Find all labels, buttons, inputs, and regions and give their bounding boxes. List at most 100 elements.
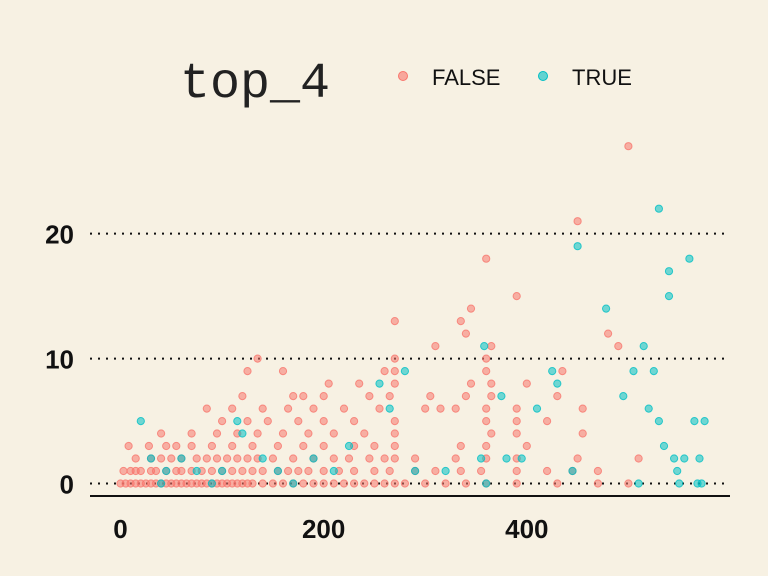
point-false-83 [593,466,603,476]
point-false-89 [192,454,201,463]
point-true-16 [375,379,384,388]
point-false-159 [451,404,460,413]
point-false-33 [319,479,328,488]
point-true-53 [700,417,709,426]
point-true-44 [670,454,679,463]
point-false-77 [431,466,440,476]
point-false-174 [355,379,364,388]
point-false-47 [553,479,562,488]
point-false-81 [543,466,552,476]
point-false-194 [456,317,465,326]
point-false-152 [258,404,267,413]
point-false-93 [233,454,242,463]
point-false-154 [309,404,318,413]
legend-key-true [538,71,548,81]
point-true-19 [411,466,420,476]
point-false-196 [512,292,521,301]
point-false-69 [294,466,303,476]
point-false-149 [543,417,552,426]
point-false-198 [573,217,582,226]
point-false-136 [390,429,399,438]
point-false-124 [456,441,465,451]
point-false-126 [522,441,531,451]
point-true-10 [258,454,267,463]
point-false-137 [487,429,496,438]
point-false-183 [482,367,491,376]
point-false-199 [624,142,633,151]
point-false-191 [461,329,470,338]
point-false-41 [400,479,409,488]
point-false-180 [278,367,288,376]
legend-key-false [398,71,408,81]
point-false-155 [339,404,349,413]
point-false-34 [329,479,338,488]
point-true-35 [634,479,643,488]
point-false-148 [512,417,521,426]
point-false-44 [461,479,470,488]
point-false-184 [558,367,567,376]
point-false-75 [385,466,394,476]
point-false-78 [456,466,465,476]
point-false-176 [466,379,476,388]
point-true-41 [659,441,669,451]
point-false-46 [512,479,521,488]
point-false-80 [512,466,521,476]
point-true-21 [477,454,486,463]
point-true-40 [654,204,664,213]
point-true-24 [497,392,506,401]
point-true-5 [192,466,201,476]
point-false-167 [365,392,374,401]
point-false-26 [248,479,257,488]
point-false-96 [268,454,277,463]
point-false-140 [218,417,227,426]
point-false-129 [212,429,222,438]
point-false-178 [522,379,531,388]
point-false-135 [360,429,369,438]
point-true-1 [146,454,156,463]
point-true-29 [553,379,562,388]
y-tick-20: 20 [45,220,74,250]
point-true-14 [329,466,338,476]
point-false-173 [324,379,333,388]
point-false-164 [289,392,298,401]
point-true-13 [309,454,318,463]
x-tick-400: 400 [505,514,548,544]
point-true-42 [664,267,674,276]
point-false-64 [238,466,247,476]
point-true-39 [654,417,664,426]
legend: top_4 FALSE TRUE [180,56,632,113]
point-false-119 [299,441,308,451]
point-false-61 [207,466,216,476]
point-true-6 [207,479,216,488]
point-true-47 [680,454,689,463]
grid-lines [90,232,730,485]
point-false-158 [436,404,445,413]
point-true-49 [690,417,699,426]
point-false-165 [299,392,308,401]
point-false-179 [243,367,252,376]
point-true-0 [136,417,145,426]
point-false-185 [253,354,262,363]
point-false-55 [151,466,161,476]
point-true-7 [218,466,227,476]
point-false-114 [187,441,196,451]
point-false-141 [243,417,252,426]
point-false-118 [273,441,282,451]
point-false-28 [268,479,277,488]
point-true-32 [602,304,611,313]
series-false [116,142,643,488]
point-false-139 [578,429,587,438]
point-false-193 [390,317,399,326]
point-false-128 [187,429,196,438]
legend-label-false: FALSE [432,65,500,90]
point-false-71 [319,466,328,476]
point-false-87 [167,454,176,463]
point-true-46 [675,479,684,488]
point-false-182 [390,367,399,376]
point-false-117 [248,441,257,451]
point-true-2 [157,479,166,488]
point-true-9 [238,429,247,438]
point-false-138 [512,429,521,438]
point-false-133 [304,429,313,438]
point-false-86 [157,454,166,463]
